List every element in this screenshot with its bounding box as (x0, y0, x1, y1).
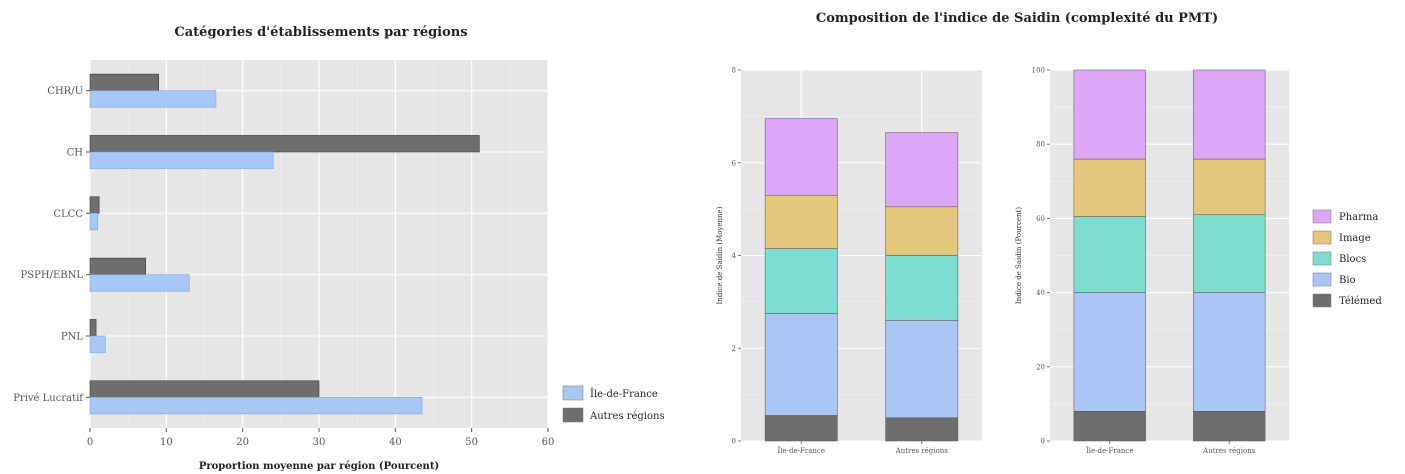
chart1-x-tick-label: 20 (236, 437, 249, 448)
chart1-title: Catégories d'établissements par régions (174, 25, 467, 40)
chart1-category-label: Privé Lucratif (13, 393, 84, 404)
chart3-bar-image-autres-regions (1193, 158, 1266, 215)
chart2-y-tick-label: 4 (732, 252, 737, 260)
chart3-y-tick-label: 60 (1036, 215, 1045, 223)
chart3-bar-image-ile-de-france (1073, 158, 1146, 217)
chart3-y-tick-label: 0 (1041, 438, 1045, 446)
chart3-legend-label-pharma: Pharma (1339, 212, 1378, 223)
chart2-y-axis-title: Indice de Saidin (Moyenne) (716, 206, 724, 304)
chart2-bar-telemed-autres-regions (885, 417, 959, 442)
chart2-bar-pharma-autres-regions (885, 132, 959, 208)
chart3-legend-swatch-image (1312, 230, 1332, 245)
chart1-category-label: CH (67, 148, 84, 159)
chart1-bar-autres-regions-chr-u (89, 73, 159, 91)
chart2-bar-bio-autres-regions (885, 320, 959, 419)
chart1-category-label: CHR/U (47, 86, 83, 97)
chart3-y-tick-label: 40 (1036, 289, 1045, 297)
chart2-title: Composition de l'indice de Saidin (compl… (816, 11, 1218, 26)
chart2-bar-image-autres-regions (885, 206, 959, 256)
chart1-bar-ile-de-france-pnl (89, 335, 106, 353)
chart1-category-label: CLCC (53, 209, 83, 220)
chart1-x-tick-label: 50 (465, 437, 478, 448)
chart3-legend-label-telemed: Télémed (1339, 296, 1382, 307)
chart1-x-tick-label: 0 (87, 437, 93, 448)
chart1-bar-autres-regions-clcc (89, 196, 100, 214)
chart2-y-tick-label: 8 (732, 67, 736, 75)
chart1-bar-autres-regions-pnl (89, 319, 97, 337)
chart2-y-tick-label: 2 (732, 345, 736, 353)
chart2-y-tick-label: 6 (732, 159, 737, 167)
chart3-legend-label-bio: Bio (1339, 275, 1356, 286)
chart1-bar-autres-regions-ch (89, 135, 480, 153)
chart2-bar-blocs-autres-regions (885, 255, 959, 321)
chart3-legend-swatch-pharma (1312, 209, 1332, 224)
chart3-y-axis-title: Indice de Saidin (Pourcent) (1015, 207, 1023, 304)
chart3-bar-telemed-ile-de-france (1073, 411, 1146, 442)
chart3-y-tick-label: 20 (1036, 363, 1045, 371)
chart1-x-tick-label: 40 (389, 437, 402, 448)
chart3-y-tick-label: 80 (1036, 141, 1045, 149)
chart3-bar-pharma-ile-de-france (1073, 69, 1146, 160)
chart2-bar-bio-ile-de-france (764, 313, 838, 416)
chart1-category-label: PSPH/EBNL (21, 270, 84, 281)
chart1-x-tick-label: 60 (542, 437, 555, 448)
chart3-bar-bio-ile-de-france (1073, 292, 1146, 412)
chart2-bar-blocs-ile-de-france (764, 248, 838, 314)
chart1-bar-ile-de-france-psph-ebnl (89, 274, 190, 292)
chart3-y-tick-label: 100 (1032, 67, 1045, 75)
chart3-category-label: Île-de-France (1086, 446, 1133, 455)
chart3-legend-label-blocs: Blocs (1339, 254, 1366, 265)
chart3-bar-bio-autres-regions (1193, 292, 1266, 412)
chart3-category-label: Autres régions (1202, 447, 1256, 455)
chart3-bar-pharma-autres-regions (1193, 69, 1266, 160)
chart3-legend-swatch-bio (1312, 272, 1332, 287)
chart3-legend-swatch-telemed (1312, 293, 1332, 308)
chart2-bar-image-ile-de-france (764, 194, 838, 249)
chart2-category-label: Île-de-France (778, 446, 825, 455)
chart1-bar-ile-de-france-prive-lucratif (89, 397, 423, 415)
chart1-legend-label-autres-regions: Autres régions (589, 411, 665, 422)
chart1-x-axis-title: Proportion moyenne par région (Pourcent) (199, 461, 439, 472)
chart2-bar-telemed-ile-de-france (764, 415, 838, 442)
chart1-legend-label-ile-de-france: Île-de-France (590, 388, 658, 400)
chart2-category-label: Autres régions (895, 447, 949, 455)
chart1-category-label: PNL (61, 332, 83, 343)
chart2-y-tick-label: 0 (732, 438, 736, 446)
chart3-bar-blocs-ile-de-france (1073, 216, 1146, 293)
chart1-bar-autres-regions-prive-lucratif (89, 380, 320, 398)
chart1-bar-ile-de-france-ch (89, 151, 274, 169)
chart3-legend-label-image: Image (1339, 233, 1371, 244)
chart1-x-tick-label: 30 (313, 437, 326, 448)
chart3-legend-swatch-blocs (1312, 251, 1332, 266)
chart1-legend-swatch-autres-regions (562, 407, 584, 423)
chart1-x-tick-label: 10 (160, 437, 173, 448)
chart1-legend-swatch-ile-de-france (562, 385, 584, 401)
chart1-bar-ile-de-france-clcc (89, 213, 98, 231)
chart2-bar-pharma-ile-de-france (764, 118, 838, 196)
chart3-bar-blocs-autres-regions (1193, 214, 1266, 293)
chart1-bar-autres-regions-psph-ebnl (89, 257, 147, 275)
chart1-bar-ile-de-france-chr-u (89, 90, 217, 108)
chart3-bar-telemed-autres-regions (1193, 411, 1266, 442)
